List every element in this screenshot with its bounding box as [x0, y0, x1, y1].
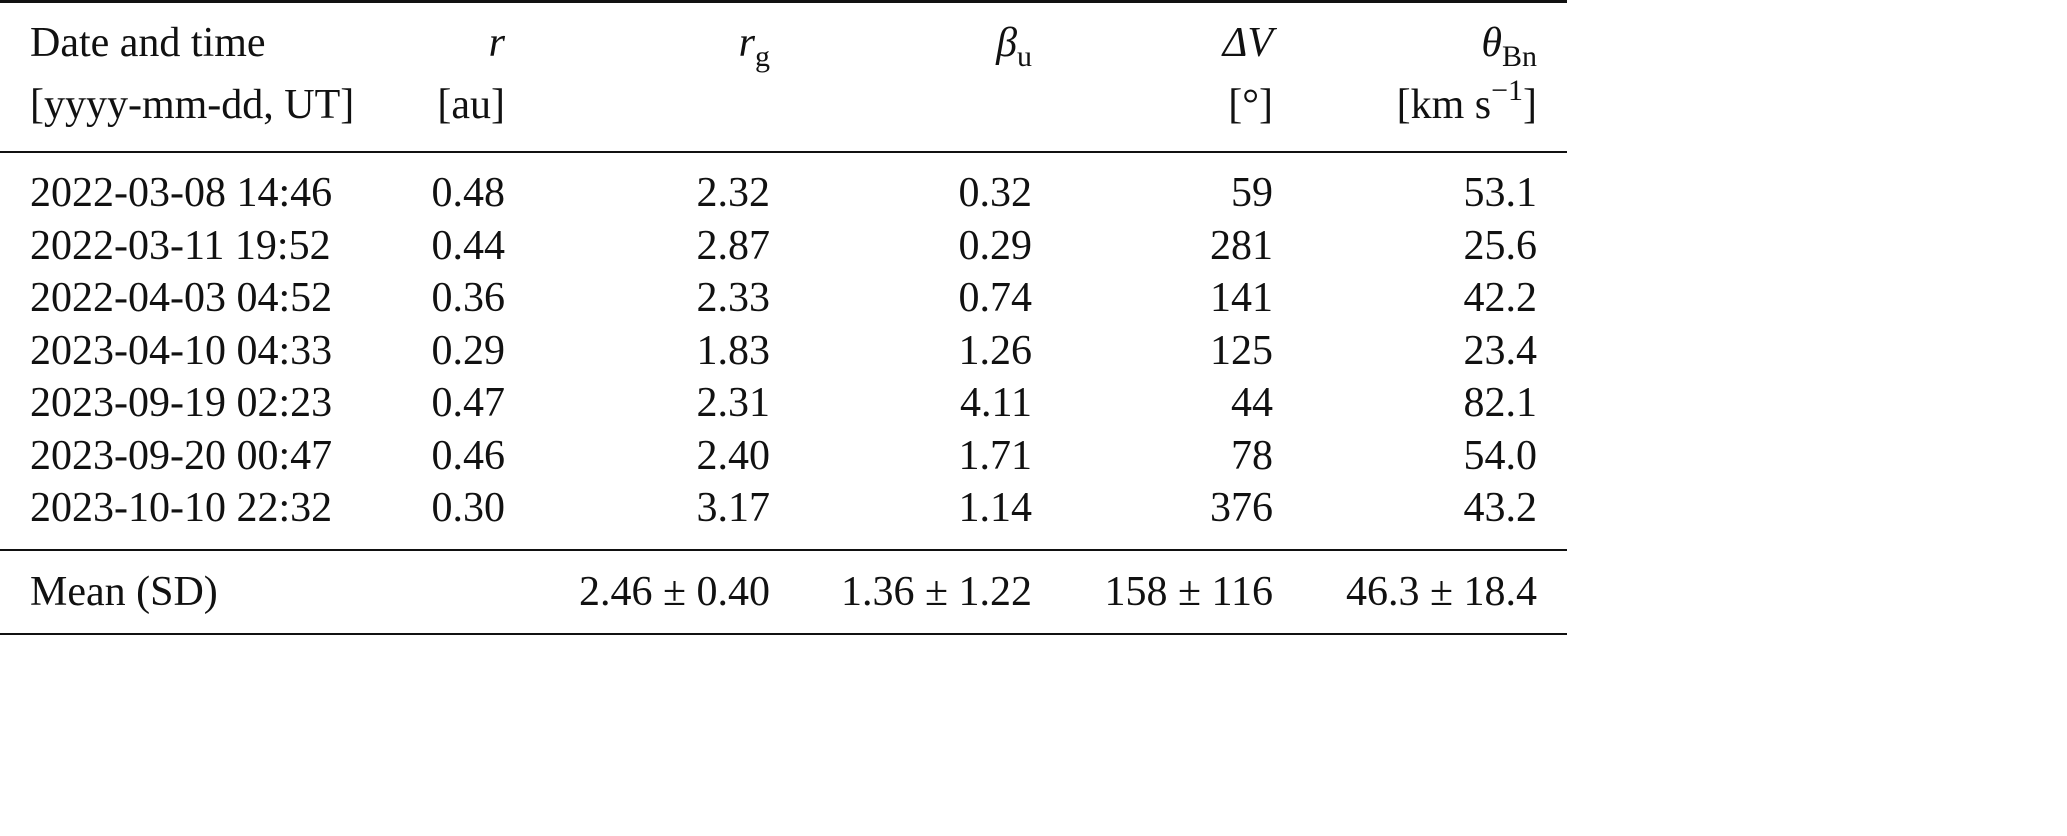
table-row: 2023-04-10 04:33 0.29 1.83 1.26 125 23.4	[0, 325, 1567, 378]
footer-cell: Mean (SD)	[0, 548, 400, 635]
table-cell: 42.2	[1463, 275, 1538, 322]
table-cell: 0.32	[958, 170, 1033, 217]
header-row: Date and time r rg βu ΔV θBn	[0, 0, 1567, 72]
units-r: [au]	[400, 67, 505, 153]
table-cell: 25.6	[1463, 222, 1538, 269]
table-cell: 0.29	[958, 222, 1033, 269]
header-r: r	[400, 0, 505, 67]
header-delta-v: ΔV	[1032, 0, 1273, 67]
table-cell: 2023-09-19 02:23	[30, 380, 333, 427]
table-cell: 1.71	[958, 432, 1033, 479]
table-cell: 376	[1210, 485, 1273, 532]
table-cell: 141	[1210, 275, 1273, 322]
table-cell: 2.87	[696, 222, 771, 269]
table-cell: 281	[1210, 222, 1273, 269]
table-cell: 4.11	[960, 380, 1032, 427]
header-theta-bn: θBn	[1273, 0, 1567, 72]
units-theta-bn: [km s−1]	[1273, 67, 1567, 153]
units-date: [yyyy-mm-dd, UT]	[0, 67, 400, 153]
data-table: Date and time r rg βu ΔV θBn [yyyy-mm-dd…	[0, 0, 1567, 635]
table-cell: 2023-04-10 04:33	[30, 327, 333, 374]
table-cell: 78	[1231, 432, 1273, 479]
table-cell: 0.44	[431, 222, 506, 269]
mean-row: Mean (SD) 2.46 ± 0.40 1.36 ± 1.22 158 ± …	[0, 548, 1567, 635]
table-row: 2022-03-11 19:52 0.44 2.87 0.29 281 25.6	[0, 220, 1567, 273]
units-rg	[505, 67, 770, 153]
table-row: 2023-09-19 02:23 0.47 2.31 4.11 44 82.1	[0, 377, 1567, 430]
table-row: 2022-03-08 14:46 0.48 2.32 0.32 59 53.1	[0, 152, 1567, 220]
table-cell: 0.46	[431, 432, 506, 479]
table-cell: 3.17	[696, 485, 771, 532]
footer-cell	[400, 548, 505, 635]
footer-cell: 46.3 ± 18.4	[1273, 548, 1567, 635]
table-cell: 1.83	[696, 327, 771, 374]
table-cell: 2022-03-11 19:52	[30, 222, 331, 269]
table-cell: 2.32	[696, 170, 771, 217]
footer-cell: 1.36 ± 1.22	[770, 548, 1032, 635]
units-delta-v: [°]	[1032, 67, 1273, 153]
table-cell: 0.30	[431, 485, 506, 532]
footer-cell: 158 ± 116	[1032, 548, 1273, 635]
units-beta-u	[770, 67, 1032, 153]
table-row: 2023-10-10 22:32 0.30 3.17 1.14 376 43.2	[0, 482, 1567, 550]
table-cell: 1.26	[958, 327, 1033, 374]
table-cell: 0.74	[958, 275, 1033, 322]
table-cell: 2022-04-03 04:52	[30, 275, 333, 322]
table-cell: 44	[1231, 380, 1273, 427]
table-cell: 1.14	[958, 485, 1033, 532]
table-cell: 0.47	[431, 380, 506, 427]
header-date: Date and time	[0, 0, 400, 67]
footer-cell: 2.46 ± 0.40	[505, 548, 770, 635]
table-cell: 2022-03-08 14:46	[30, 170, 333, 217]
table-row: 2022-04-03 04:52 0.36 2.33 0.74 141 42.2	[0, 272, 1567, 325]
header-beta-u: βu	[770, 0, 1032, 72]
table-cell: 2.31	[696, 380, 771, 427]
table-cell: 54.0	[1463, 432, 1538, 479]
table-cell: 23.4	[1463, 327, 1538, 374]
table-cell: 82.1	[1463, 380, 1538, 427]
table-cell: 59	[1231, 170, 1273, 217]
table-cell: 43.2	[1463, 485, 1538, 532]
units-row: [yyyy-mm-dd, UT] [au] [°] [km s−1]	[0, 67, 1567, 153]
table-row: 2023-09-20 00:47 0.46 2.40 1.71 78 54.0	[0, 430, 1567, 483]
table-cell: 0.36	[431, 275, 506, 322]
table-cell: 0.29	[431, 327, 506, 374]
table-cell: 0.48	[431, 170, 506, 217]
table-cell: 53.1	[1463, 170, 1538, 217]
table-cell: 2.40	[696, 432, 771, 479]
table-cell: 2023-10-10 22:32	[30, 485, 333, 532]
table-cell: 2.33	[696, 275, 771, 322]
table-cell: 2023-09-20 00:47	[30, 432, 333, 479]
table-cell: 125	[1210, 327, 1273, 374]
header-rg: rg	[505, 0, 770, 72]
